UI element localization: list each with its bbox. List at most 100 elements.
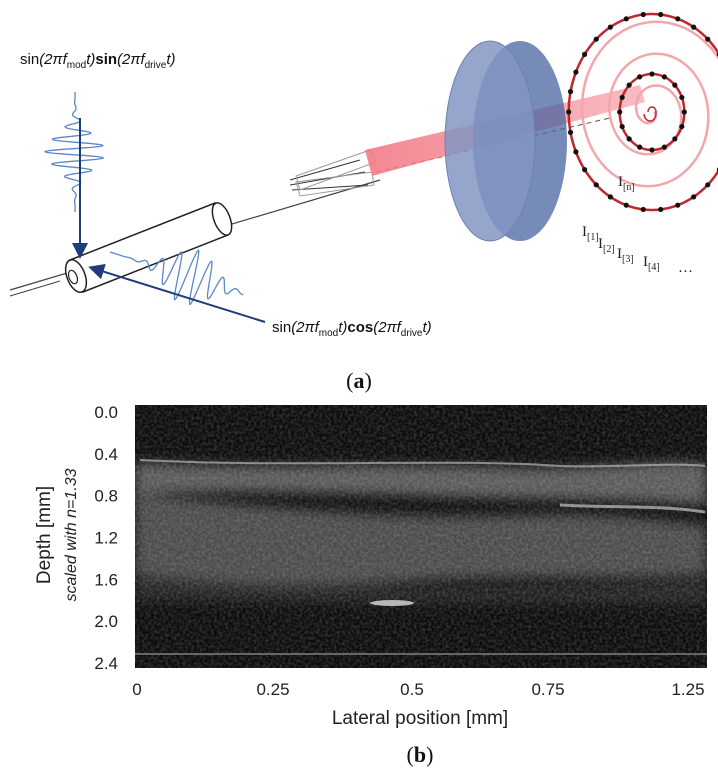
y-tick-label: 2.4 — [94, 654, 118, 673]
intensity-label: I[2] — [598, 236, 615, 255]
sample-dot — [658, 11, 664, 18]
drive-formula: sin(2πfmodt)cos(2πfdrivet) — [272, 319, 432, 339]
x-tick-label: 0.75 — [531, 680, 564, 699]
y-axis-sublabel: scaled with n=1.33 — [63, 468, 80, 601]
diagram: sin(2πfmodt)sin(2πfdrivet) sin(2πfmodt)c… — [9, 11, 718, 393]
tomogram-panel: 0.0 0.4 0.8 1.2 1.6 2.0 2.4 0 0.25 0.5 0.75 1.25 D… — [34, 403, 707, 767]
y-tick-label: 1.2 — [94, 529, 118, 548]
x-axis-label: Lateral position [mm] — [332, 708, 508, 729]
caption-part: ( — [346, 368, 353, 393]
formula-part: (2π — [291, 319, 315, 336]
lens — [444, 40, 567, 242]
sample-dot — [566, 109, 572, 115]
formula-part: f — [63, 51, 69, 68]
sample-dot — [582, 167, 588, 173]
intensity-label: I[n] — [618, 174, 635, 193]
label-main: I — [598, 236, 603, 252]
sample-dot — [675, 202, 681, 208]
sample-dot — [626, 82, 632, 88]
caption-part: ) — [426, 742, 433, 767]
caption-part: ( — [407, 742, 414, 767]
y-tick-label: 0.8 — [94, 487, 118, 506]
label-main: I — [582, 224, 587, 240]
caption: (a) — [346, 368, 372, 393]
sample-dot — [582, 51, 588, 57]
intensity-label: I[3] — [617, 246, 634, 265]
sample-dot — [573, 149, 579, 155]
formula-part: t) — [338, 319, 347, 336]
sample-dot — [619, 94, 625, 101]
scan-spiral — [566, 11, 718, 213]
wave-packet — [44, 92, 105, 212]
y-tick-label: 1.6 — [94, 570, 118, 589]
sample-dot — [681, 109, 687, 115]
tomogram-image — [135, 405, 707, 668]
intensity-label: I[4] — [643, 254, 660, 273]
ellipsis: … — [678, 260, 693, 276]
formula-part: mod — [319, 328, 338, 339]
sample-dot — [672, 82, 678, 88]
sample-dot — [637, 144, 643, 150]
sample-dot — [619, 123, 625, 130]
x-tick-label: 0.5 — [400, 680, 424, 699]
sample-dot — [637, 74, 643, 80]
label-main: I — [643, 254, 648, 270]
sample-dot — [679, 94, 685, 101]
y-tick-label: 2.0 — [94, 612, 118, 631]
sample-dot — [617, 109, 623, 115]
sample-dot — [658, 206, 664, 213]
label-sub: [n] — [623, 182, 635, 193]
sample-dot — [661, 74, 667, 80]
sample-dot — [649, 71, 655, 77]
formula-part: t) — [422, 319, 431, 336]
sample-dot — [607, 194, 613, 200]
label-sub: [1] — [587, 232, 599, 243]
label-sub: [2] — [603, 244, 615, 255]
y-tick-label: 0.0 — [94, 403, 118, 422]
sample-dot — [623, 16, 629, 22]
label-main: I — [617, 246, 622, 262]
label-sub: [3] — [622, 254, 634, 265]
sample-dot — [640, 11, 646, 18]
sample-dot — [672, 136, 678, 142]
sample-dot — [705, 182, 711, 188]
sample-dot — [691, 194, 697, 200]
actuator-tube — [64, 202, 233, 293]
sample-dot — [593, 182, 599, 188]
formula-part: sin — [95, 51, 117, 68]
arrow — [88, 263, 266, 323]
label-sub: [4] — [648, 262, 660, 273]
formula-part: f — [140, 51, 146, 68]
sample-dot — [593, 36, 599, 42]
sample-dot — [661, 144, 667, 150]
intensity-labels: I[n]I[1] I[2] I[3] I[4] — [582, 174, 660, 273]
formula-part: drive — [401, 328, 423, 339]
formula-part: drive — [145, 60, 167, 71]
fiber — [9, 280, 61, 297]
x-tick-label: 1.25 — [671, 680, 704, 699]
x-ticks: 0 0.25 0.5 0.75 1.25 — [132, 680, 704, 699]
y-ticks: 0.0 0.4 0.8 1.2 1.6 2.0 2.4 — [94, 403, 118, 673]
sample-dot — [623, 202, 629, 208]
formula-part: f — [315, 319, 321, 336]
sample-dot — [607, 24, 613, 30]
formula-part: sin — [272, 319, 291, 336]
sample-dot — [705, 36, 711, 42]
formula-part: sin — [20, 51, 39, 68]
formula-part: (2π — [373, 319, 397, 336]
caption-part: b — [414, 742, 426, 767]
sample-dot — [675, 16, 681, 22]
wave-packet — [109, 249, 244, 306]
x-tick-label: 0.25 — [256, 680, 289, 699]
intensity-label: I[1] — [582, 224, 599, 243]
formula-part: mod — [67, 60, 86, 71]
label-main: I — [618, 174, 623, 190]
caption: (b) — [407, 742, 434, 767]
formula-part: cos — [347, 319, 373, 336]
formula-part: (2π — [117, 51, 141, 68]
sample-dot — [567, 129, 574, 135]
spiral-center — [643, 106, 657, 122]
caption-part: ) — [365, 368, 372, 393]
spiral-path — [580, 20, 718, 188]
sample-dot — [649, 147, 655, 153]
